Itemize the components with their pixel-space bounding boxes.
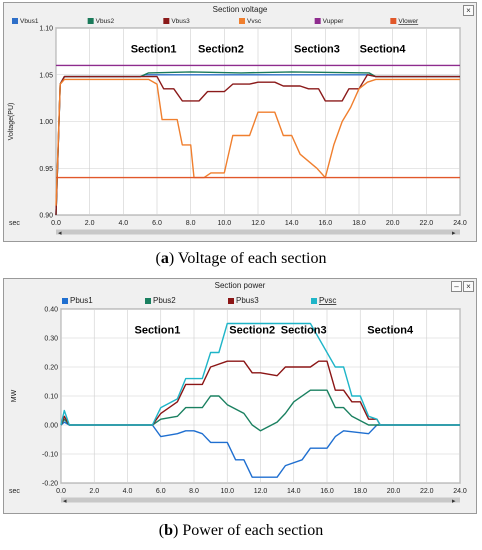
legend-label: Pvsc bbox=[319, 296, 336, 305]
x-tick-label: 18.0 bbox=[353, 488, 367, 495]
y-tick-label: 1.05 bbox=[39, 72, 53, 79]
x-axis-label: sec bbox=[9, 488, 20, 495]
legend-label: Vlower bbox=[398, 18, 419, 25]
y-tick-label: 0.90 bbox=[39, 213, 53, 220]
power-chart-window: Section power – × -0.20 -0.10 0.00 0.10 0.20… bbox=[3, 278, 477, 514]
legend-label: Pbus3 bbox=[236, 296, 259, 305]
x-tick-label: 14.0 bbox=[287, 488, 301, 495]
scroll-right-icon: ▸ bbox=[452, 498, 456, 505]
y-tick-label: 0.95 bbox=[39, 166, 53, 173]
legend-label: Pbus2 bbox=[153, 296, 176, 305]
y-tick-label: 1.00 bbox=[39, 119, 53, 126]
x-axis-label: sec bbox=[9, 220, 20, 227]
legend-swatch bbox=[239, 18, 245, 24]
series-line bbox=[55, 78, 460, 206]
section-label: Section2 bbox=[198, 43, 244, 55]
caption-letter: b bbox=[164, 522, 174, 539]
voltage-chart-window: Section voltage × 0.90 0.95 1.00 1.05 1.10 0.… bbox=[3, 2, 477, 242]
series-line bbox=[60, 421, 460, 478]
y-tick-label: 0.10 bbox=[44, 394, 58, 401]
series-line bbox=[55, 74, 460, 216]
y-tick-label: 0.30 bbox=[44, 336, 58, 343]
y-axis-label: Voltage(PU) bbox=[8, 103, 15, 141]
minimize-icon[interactable]: – bbox=[451, 281, 462, 292]
y-tick-label: -0.20 bbox=[42, 481, 58, 488]
legend-swatch bbox=[87, 18, 94, 24]
x-tick-label: 10.0 bbox=[218, 220, 232, 227]
legend-label: Vbus2 bbox=[96, 18, 115, 25]
x-tick-label: 20.0 bbox=[386, 220, 400, 227]
x-tick-label: 4.0 bbox=[123, 488, 133, 495]
series-line bbox=[60, 389, 460, 432]
x-tick-label: 10.0 bbox=[220, 488, 234, 495]
section-label: Section3 bbox=[281, 325, 327, 337]
section-label: Section4 bbox=[360, 43, 407, 55]
caption-text: Voltage of each section bbox=[174, 250, 327, 267]
x-tick-label: 22.0 bbox=[420, 488, 434, 495]
close-icon[interactable]: × bbox=[463, 281, 474, 292]
x-tick-label: 14.0 bbox=[285, 220, 299, 227]
scroll-left-icon: ◂ bbox=[58, 230, 62, 237]
y-axis-label: MW bbox=[11, 389, 18, 402]
legend-swatch bbox=[145, 298, 151, 304]
scroll-left-icon: ◂ bbox=[63, 498, 67, 505]
legend-swatch bbox=[390, 18, 397, 24]
series-line bbox=[60, 360, 460, 426]
section-label: Section2 bbox=[229, 325, 275, 337]
legend-swatch bbox=[311, 298, 317, 304]
legend-label: Vupper bbox=[323, 18, 345, 25]
x-tick-label: 18.0 bbox=[352, 220, 366, 227]
caption-letter: a bbox=[160, 250, 169, 267]
x-tick-label: 4.0 bbox=[118, 220, 128, 227]
legend-label: Vbus3 bbox=[171, 18, 190, 25]
x-tick-label: 12.0 bbox=[254, 488, 268, 495]
x-tick-label: 0.0 bbox=[56, 488, 66, 495]
scroll-right-icon: ▸ bbox=[452, 230, 456, 237]
x-tick-label: 16.0 bbox=[320, 488, 334, 495]
legend-swatch bbox=[228, 298, 234, 304]
legend-label: Vbus1 bbox=[20, 18, 39, 25]
y-tick-label: -0.10 bbox=[42, 452, 58, 459]
series-line bbox=[60, 322, 460, 426]
section-label: Section1 bbox=[131, 43, 177, 55]
x-tick-label: 6.0 bbox=[156, 488, 166, 495]
legend-swatch bbox=[314, 18, 321, 24]
x-tick-label: 12.0 bbox=[251, 220, 265, 227]
section-label: Section1 bbox=[134, 325, 180, 337]
x-tick-label: 2.0 bbox=[85, 220, 95, 227]
voltage-caption: (a) Voltage of each section bbox=[155, 250, 327, 267]
legend-label: Pbus1 bbox=[70, 296, 93, 305]
caption-text: Power of each section bbox=[178, 522, 324, 539]
voltage-chart: 0.90 0.95 1.00 1.05 1.10 0.0 2.0 4.0 6.0 8.0 10.0 1… bbox=[8, 18, 467, 237]
y-tick-label: 0.20 bbox=[44, 365, 58, 372]
legend-label: Vvsc bbox=[247, 18, 262, 25]
x-tick-label: 2.0 bbox=[89, 488, 99, 495]
y-tick-label: 0.00 bbox=[44, 423, 58, 430]
x-tick-label: 6.0 bbox=[152, 220, 162, 227]
window-title: Section voltage bbox=[212, 5, 268, 14]
power-chart: -0.20 -0.10 0.00 0.10 0.20 0.30 0.40 0.0 2.0 4.0 6… bbox=[9, 296, 467, 505]
y-tick-label: 0.40 bbox=[44, 307, 58, 314]
power-caption: (b) Power of each section bbox=[158, 522, 324, 539]
x-tick-label: 16.0 bbox=[319, 220, 333, 227]
close-icon[interactable]: × bbox=[463, 5, 474, 16]
legend-swatch bbox=[163, 18, 170, 24]
x-tick-label: 8.0 bbox=[186, 220, 196, 227]
x-tick-label: 0.0 bbox=[51, 220, 61, 227]
x-tick-label: 24.0 bbox=[453, 488, 467, 495]
x-tick-label: 24.0 bbox=[453, 220, 467, 227]
x-tick-label: 22.0 bbox=[420, 220, 434, 227]
y-tick-label: 1.10 bbox=[39, 26, 53, 33]
legend-swatch bbox=[12, 18, 18, 24]
x-tick-label: 20.0 bbox=[387, 488, 401, 495]
section-label: Section3 bbox=[294, 43, 340, 55]
legend-swatch bbox=[62, 298, 68, 304]
x-tick-label: 8.0 bbox=[189, 488, 199, 495]
window-title: Section power bbox=[214, 281, 266, 290]
section-label: Section4 bbox=[367, 325, 414, 337]
